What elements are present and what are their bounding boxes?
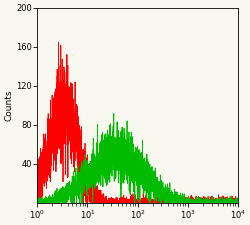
Y-axis label: Counts: Counts [4, 90, 13, 121]
